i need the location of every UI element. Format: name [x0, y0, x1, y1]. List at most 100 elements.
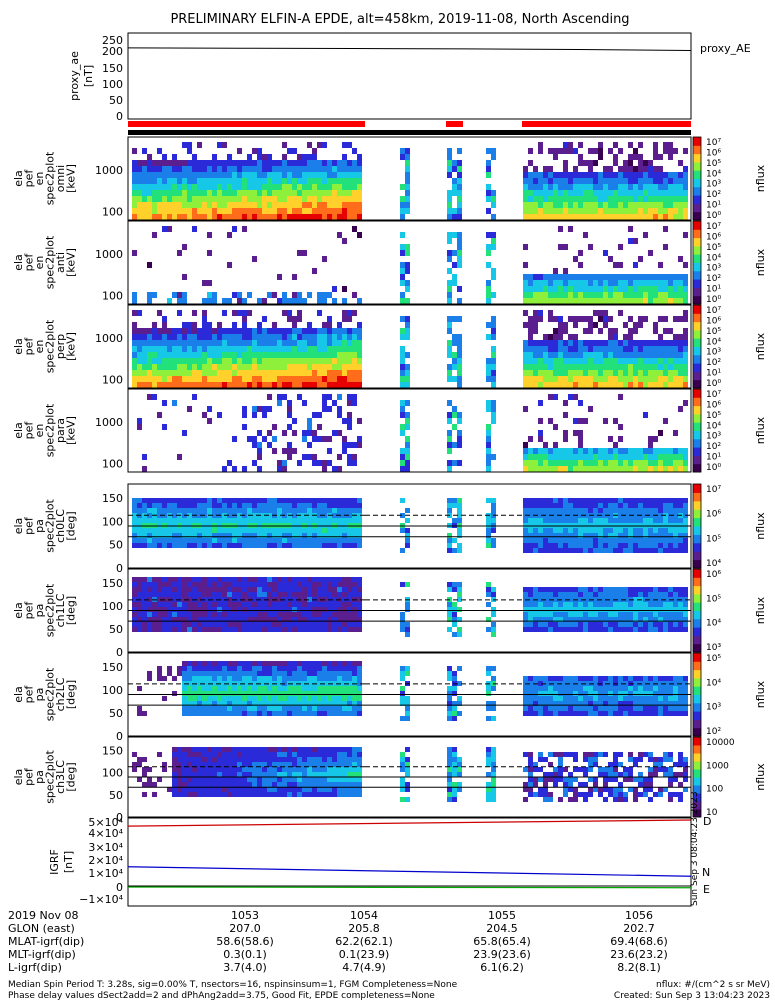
- spectrum-cell: [491, 316, 496, 322]
- spectrum-cell: [252, 582, 257, 587]
- spectrum-cell: [337, 232, 342, 238]
- spectrum-cell: [578, 376, 583, 382]
- spectrum-cell: [297, 292, 302, 298]
- spectrum-cell: [312, 412, 317, 418]
- spectrum-cell: [563, 498, 568, 503]
- spectrum-cell: [267, 706, 272, 711]
- spectrum-cell: [357, 666, 362, 671]
- spectrum-cell: [302, 154, 307, 160]
- spectrum-cell: [152, 214, 157, 220]
- spectrum-cell: [563, 617, 568, 622]
- spectrum-cell: [457, 190, 462, 196]
- spectrum-cell: [282, 577, 287, 582]
- spectrum-cell: [197, 602, 202, 607]
- spectrum-cell: [182, 298, 187, 304]
- spectrum-cell: [167, 328, 172, 334]
- spectrum-cell: [538, 148, 543, 154]
- spectrum-cell: [142, 334, 147, 340]
- spectrum-cell: [578, 286, 583, 292]
- spectrum-cell: [182, 370, 187, 376]
- spectrum-cell: [452, 538, 457, 543]
- spectrum-cell: [653, 612, 658, 617]
- spectrum-cell: [543, 612, 548, 617]
- spectrum-cell: [282, 666, 287, 671]
- spectrum-cell: [202, 528, 207, 533]
- spectrum-cell: [528, 691, 533, 696]
- spectrum-cell: [282, 340, 287, 346]
- spectrum-cell: [282, 508, 287, 513]
- colorbar-swatch: [693, 321, 701, 331]
- spectrum-cell: [137, 382, 142, 388]
- spectrum-cell: [668, 202, 673, 208]
- spectrum-cell: [307, 602, 312, 607]
- colorbar-swatch: [693, 542, 701, 552]
- spectrum-cell: [558, 627, 563, 632]
- spectrum-cell: [227, 232, 232, 238]
- spectrum-cell: [588, 322, 593, 328]
- spectrum-cell: [312, 533, 317, 538]
- spectrum-cell: [172, 538, 177, 543]
- spectrum-cell: [322, 706, 327, 711]
- spectrum-cell: [182, 706, 187, 711]
- spectrum-cell: [352, 602, 357, 607]
- spectrum-cell: [312, 370, 317, 376]
- spectrum-cell: [643, 528, 648, 533]
- spectrum-cell: [182, 322, 187, 328]
- spectrum-cell: [608, 597, 613, 602]
- spectrum-cell: [568, 676, 573, 681]
- spectrum-cell: [262, 178, 267, 184]
- spectrum-cell: [638, 612, 643, 617]
- spectrum-cell: [583, 622, 588, 627]
- spectrum-cell: [347, 607, 352, 612]
- spectrum-cell: [583, 280, 588, 286]
- colorbar-frame: [692, 304, 702, 389]
- spectrum-cell: [673, 334, 678, 340]
- spectrum-cell: [327, 518, 332, 523]
- spectrum-cell: [142, 196, 147, 202]
- spectrum-cell: [653, 142, 658, 148]
- spectrum-cell: [327, 533, 332, 538]
- spectrum-cell: [132, 622, 137, 627]
- spectrum-cell: [593, 298, 598, 304]
- spectrum-cell: [618, 454, 623, 460]
- spectrum-cell: [222, 533, 227, 538]
- spectrum-cell: [237, 528, 242, 533]
- spectrum-cell: [247, 533, 252, 538]
- spectrum-cell: [327, 686, 332, 691]
- spectrum-cell: [222, 358, 227, 364]
- spectrum-cell: [262, 503, 267, 508]
- spectrum-cell: [267, 577, 272, 582]
- spectrum-cell: [638, 292, 643, 298]
- spectrum-cell: [603, 543, 608, 548]
- panel-ylabel: en: [33, 256, 46, 270]
- spectrum-cell: [533, 548, 538, 553]
- spectrum-cell: [578, 597, 583, 602]
- spectrum-cell: [187, 666, 192, 671]
- spectrum-cell: [568, 612, 573, 617]
- spectrum-cell: [162, 364, 167, 370]
- spectrum-cell: [447, 686, 452, 691]
- spectrum-cell: [257, 382, 262, 388]
- spectrum-cell: [262, 406, 267, 412]
- spectrum-cell: [207, 184, 212, 190]
- spectrum-cell: [643, 382, 648, 388]
- spectrum-cell: [292, 577, 297, 582]
- spectrum-cell: [332, 190, 337, 196]
- spectrum-cell: [222, 298, 227, 304]
- spectrum-cell: [172, 376, 177, 382]
- spectrum-cell: [563, 701, 568, 706]
- spectrum-cell: [678, 528, 683, 533]
- spectrum-cell: [643, 412, 648, 418]
- spectrum-cell: [563, 592, 568, 597]
- spectrum-cell: [638, 448, 643, 454]
- spectrum-cell: [648, 274, 653, 280]
- spectrum-cell: [668, 617, 673, 622]
- spectrum-cell: [142, 498, 147, 503]
- spectrum-cell: [207, 671, 212, 676]
- spectrum-cell: [182, 292, 187, 298]
- colorbar-swatch: [693, 195, 701, 204]
- spectrum-cell: [663, 364, 668, 370]
- spectrum-cell: [332, 577, 337, 582]
- spectrum-cell: [187, 602, 192, 607]
- spectrum-cell: [147, 160, 152, 166]
